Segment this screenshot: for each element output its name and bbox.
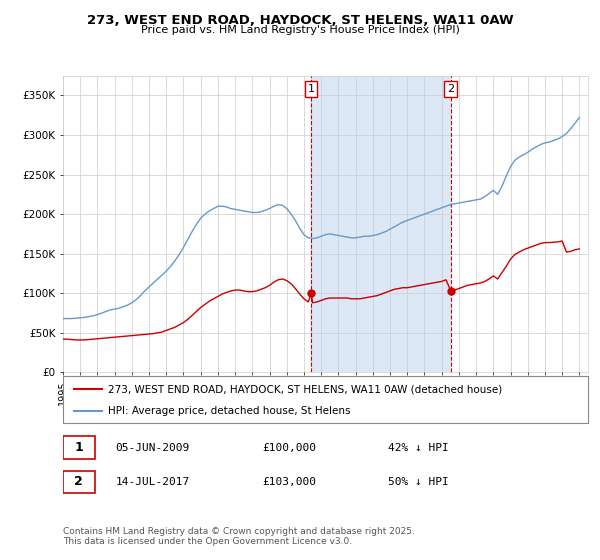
Text: 273, WEST END ROAD, HAYDOCK, ST HELENS, WA11 0AW (detached house): 273, WEST END ROAD, HAYDOCK, ST HELENS, … (107, 384, 502, 394)
Text: 1: 1 (74, 441, 83, 454)
Text: £103,000: £103,000 (263, 477, 317, 487)
FancyBboxPatch shape (63, 436, 95, 459)
Text: Price paid vs. HM Land Registry's House Price Index (HPI): Price paid vs. HM Land Registry's House … (140, 25, 460, 35)
Text: 05-JUN-2009: 05-JUN-2009 (115, 442, 190, 452)
Text: £100,000: £100,000 (263, 442, 317, 452)
Text: 14-JUL-2017: 14-JUL-2017 (115, 477, 190, 487)
Text: 2: 2 (74, 475, 83, 488)
Text: 1: 1 (308, 84, 315, 94)
Bar (311, 76, 451, 372)
Text: HPI: Average price, detached house, St Helens: HPI: Average price, detached house, St H… (107, 406, 350, 416)
Text: 42% ↓ HPI: 42% ↓ HPI (389, 442, 449, 452)
FancyBboxPatch shape (63, 376, 588, 423)
FancyBboxPatch shape (63, 471, 95, 493)
Text: 2: 2 (447, 84, 454, 94)
Text: 273, WEST END ROAD, HAYDOCK, ST HELENS, WA11 0AW: 273, WEST END ROAD, HAYDOCK, ST HELENS, … (86, 14, 514, 27)
Text: Contains HM Land Registry data © Crown copyright and database right 2025.
This d: Contains HM Land Registry data © Crown c… (63, 526, 415, 546)
Text: 50% ↓ HPI: 50% ↓ HPI (389, 477, 449, 487)
